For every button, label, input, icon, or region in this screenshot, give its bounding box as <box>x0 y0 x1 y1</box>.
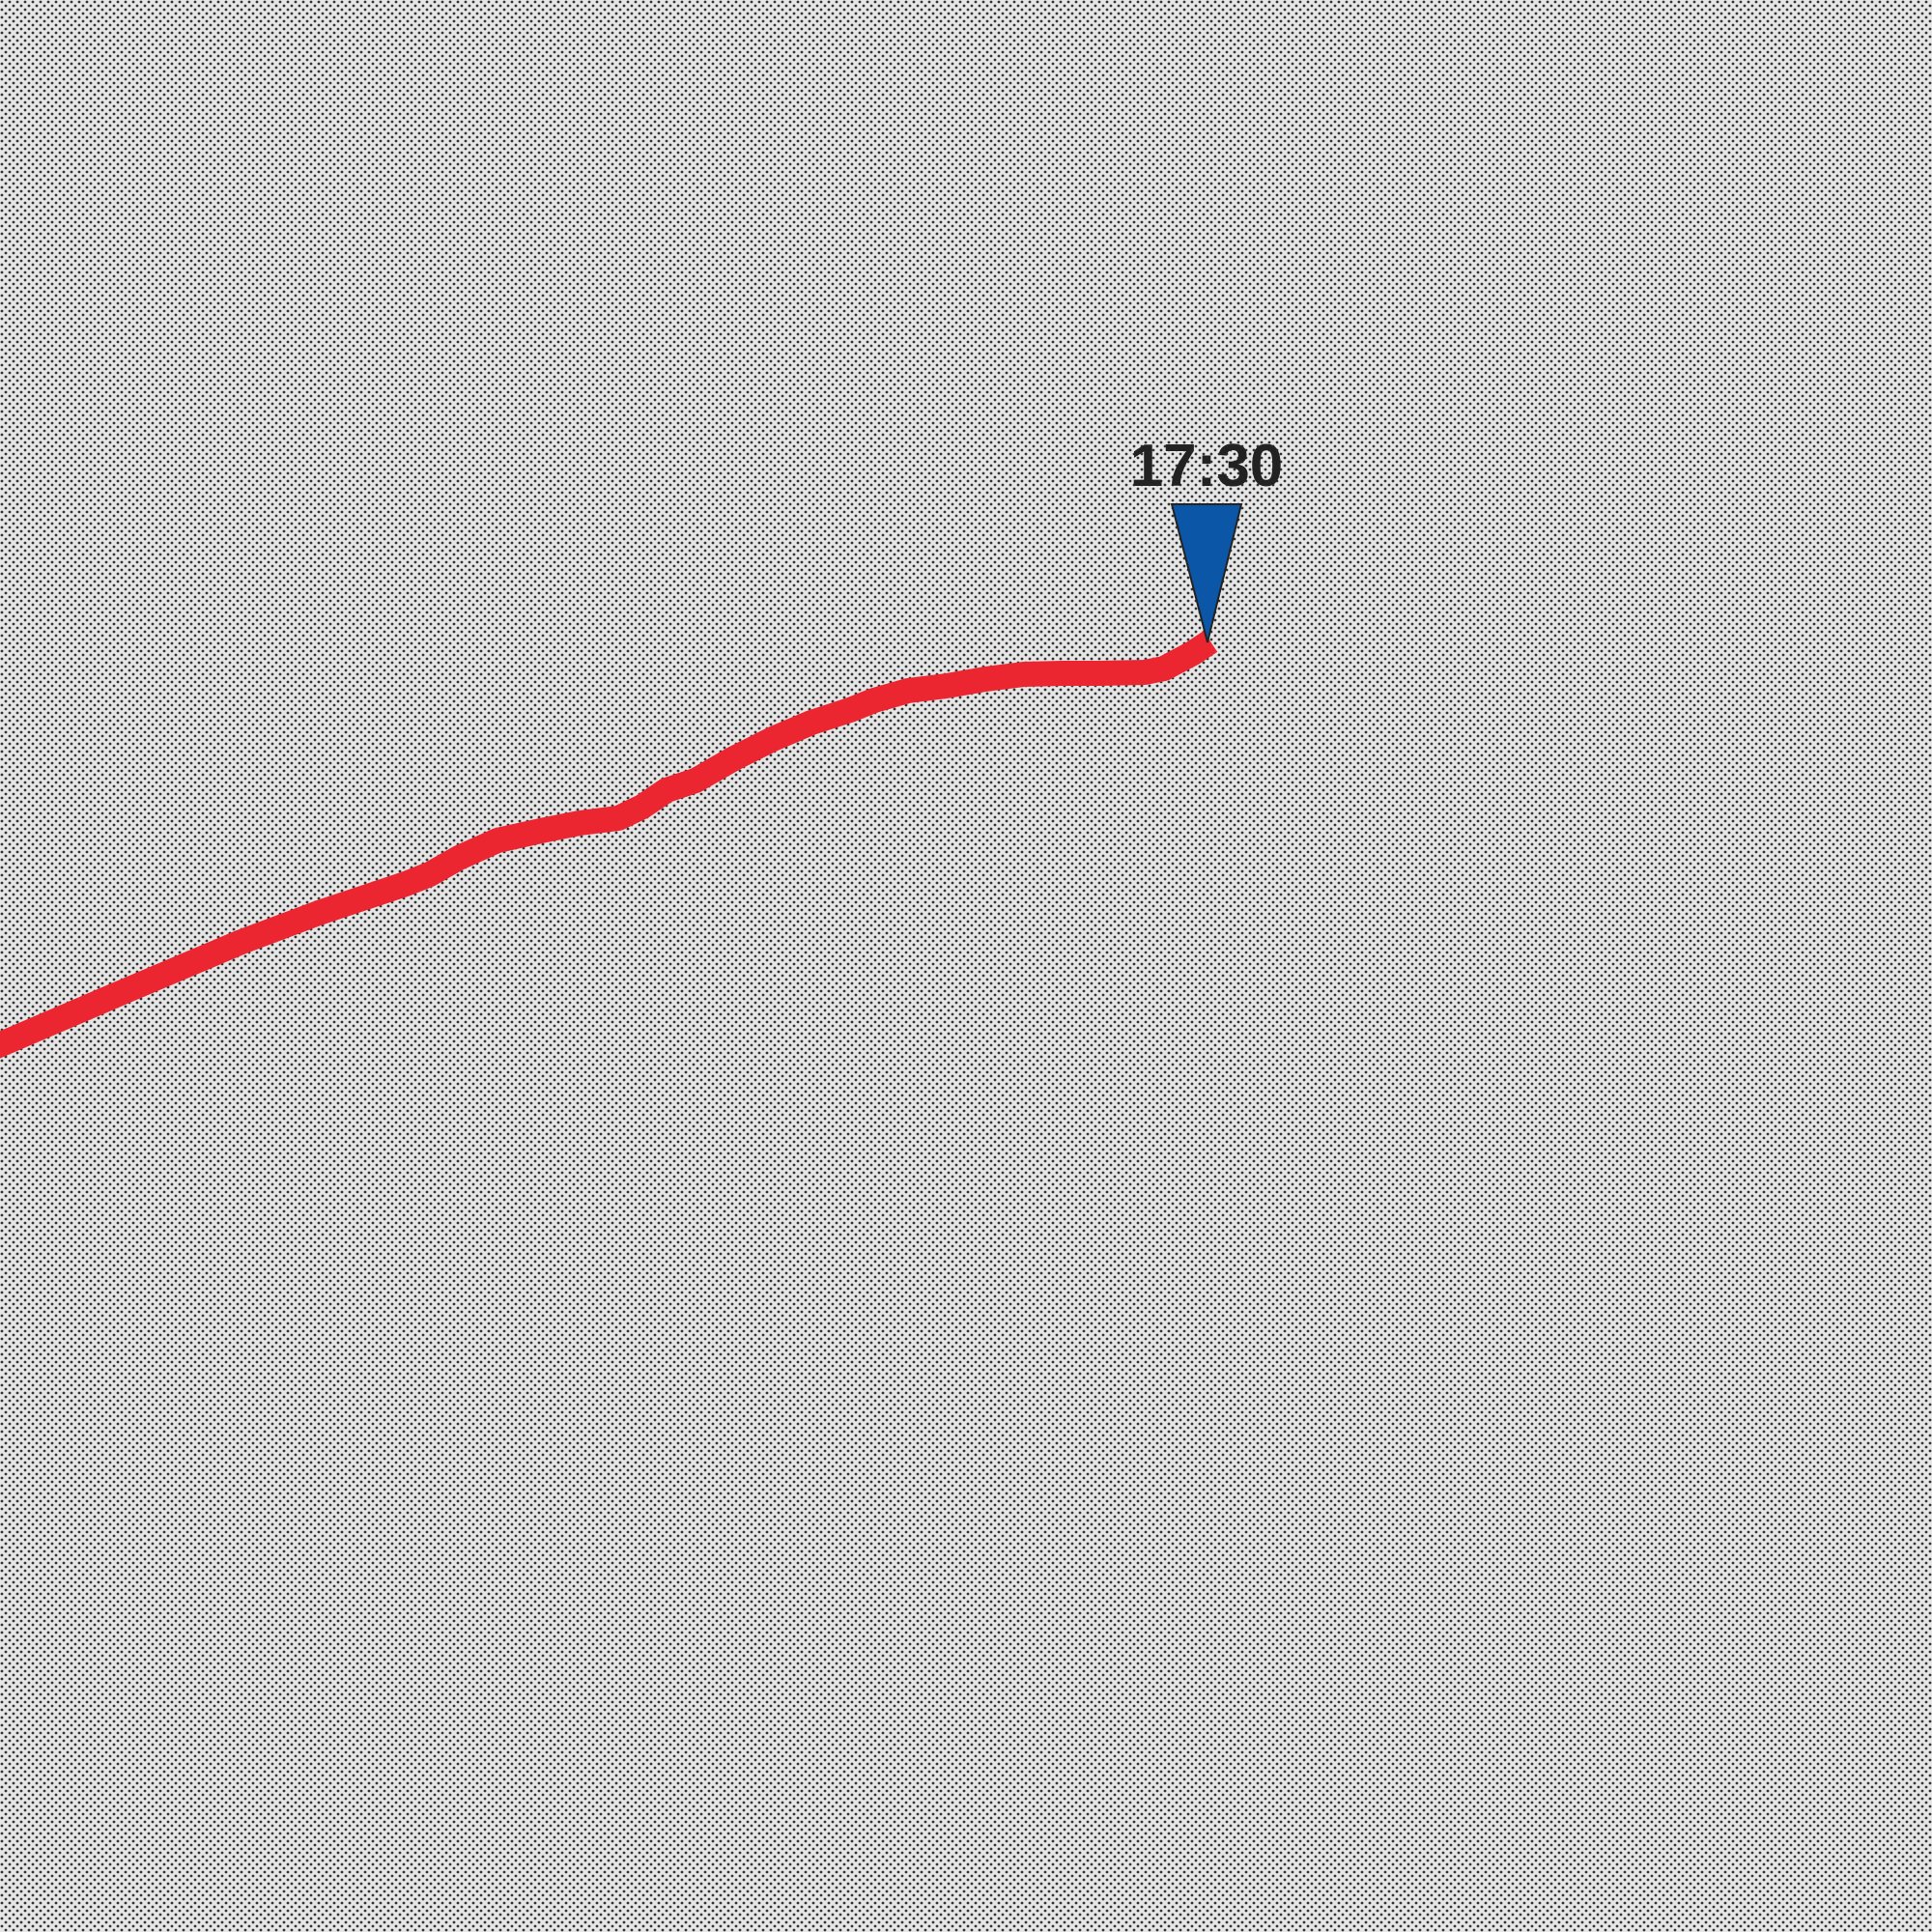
triangle-pointer-icon <box>1170 503 1243 643</box>
time-label: 17:30 <box>1130 433 1284 499</box>
time-marker[interactable]: 17:30 <box>1130 433 1284 643</box>
route-line[interactable] <box>0 631 1218 1059</box>
